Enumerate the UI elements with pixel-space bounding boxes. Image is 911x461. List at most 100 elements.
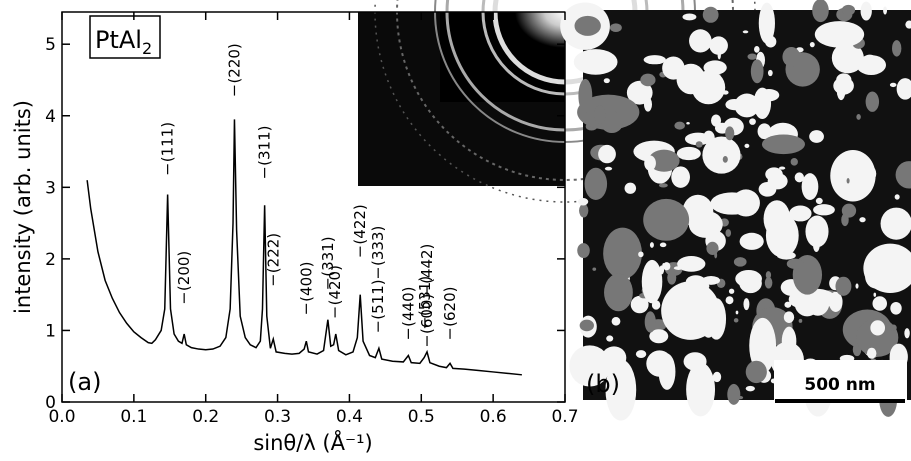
micrograph-grain [611,317,621,326]
micrograph-grain [635,350,647,359]
peak-label: (600) [418,294,436,334]
micrograph-grain [725,126,735,141]
micrograph-grain [835,276,852,296]
micrograph-grain [894,194,900,200]
micrograph-grain [689,29,712,53]
micrograph-grain [709,36,728,55]
peak-label: (333) [369,226,387,266]
micrograph-grain [686,362,716,417]
micrograph-grain [846,178,850,184]
micrograph-grain [880,207,911,240]
micrograph-grain [679,325,687,333]
micrograph-grain [757,123,772,140]
micrograph-grain [789,205,812,222]
peak-label: (440) [399,287,417,327]
micrograph-grain [831,42,864,74]
micrograph-grain [649,242,654,248]
micrograph-grain [717,50,721,60]
micrograph-grain [578,78,593,113]
micrograph-grain [801,173,819,200]
micrograph-grain [677,256,706,272]
micrograph-grain [859,217,866,223]
micrograph-grain [594,105,606,125]
micrograph-grain [743,298,750,311]
micrograph-grain [605,359,637,421]
micrograph-grain [865,264,889,289]
micrograph-grain [890,324,897,331]
y-tick-label: 2 [45,250,56,270]
peak-label: (311) [256,126,274,166]
micrograph-grain [809,130,824,143]
micrograph-grain [892,40,902,57]
micrograph-grain [662,262,671,271]
micrograph-grain [841,4,856,16]
micrograph-grain [579,203,589,218]
peak-label: (220) [225,43,243,83]
micrograph-grain [814,21,865,48]
panel-label: (b) [586,370,620,398]
micrograph-grain [584,167,608,200]
micrograph-grain [782,47,801,67]
x-tick-label: 0.7 [551,407,578,427]
micrograph-grain [683,352,707,371]
micrograph-grain [846,161,865,172]
micrograph-grain [658,183,668,188]
micrograph-grain [821,222,828,230]
micrograph-grain [603,227,642,280]
micrograph-grain [725,229,732,237]
micrograph-grain [742,30,749,34]
micrograph-grain [904,328,910,339]
peak-label: (620) [441,287,459,327]
y-tick-label: 5 [45,35,56,55]
micrograph-grain [728,288,735,294]
micrograph-grain [783,311,795,324]
plot-frame [61,11,566,403]
micrograph-grain [609,23,622,32]
micrograph-grain [744,143,750,149]
micrograph-grain [805,215,829,248]
micrograph-grain [745,385,755,392]
micrograph-grain [856,55,887,75]
micrograph-grain [733,257,747,267]
micrograph-grain [865,91,880,112]
micrograph-grain [761,134,805,155]
micrograph-grain [830,149,876,202]
micrograph-grain [644,155,656,171]
micrograph-grain [630,295,649,314]
micrograph-grain [702,275,721,285]
x-tick-label: 0.0 [48,407,75,427]
y-axis-label: intensity (arb. units) [11,100,35,314]
micrograph-grain [682,13,697,21]
micrograph-grain [641,259,663,304]
micrograph-grain [659,242,667,248]
micrograph-grain [702,6,719,23]
y-tick-label: 0 [45,393,56,413]
micrograph-grain [643,55,666,65]
micrograph-grain [758,2,775,44]
micrograph [560,0,911,421]
micrograph-grain [702,130,715,145]
micrograph-grain [856,114,861,120]
micrograph-grain [577,243,590,259]
micrograph-grain [574,15,601,36]
micrograph-grain [727,383,741,405]
y-tick-label: 3 [45,178,56,198]
micrograph-grain [747,53,757,60]
micrograph-grain [813,204,835,216]
micrograph-grain [872,296,888,311]
micrograph-grain [812,0,829,23]
peak-label: (422) [351,204,369,244]
micrograph-grain [815,197,823,205]
micrograph-grain [644,311,656,333]
micrograph-grain [786,258,804,269]
micrograph-grain [661,281,720,340]
micrograph-grain [710,192,754,215]
sample-formula: PtAl2 [95,26,152,58]
micrograph-grain [905,20,911,29]
micrograph-grain [739,232,764,250]
micrograph-grain [754,45,760,53]
panel-label: (a) [68,368,101,396]
peak-label: (420) [326,265,344,305]
micrograph-grain [870,320,886,336]
